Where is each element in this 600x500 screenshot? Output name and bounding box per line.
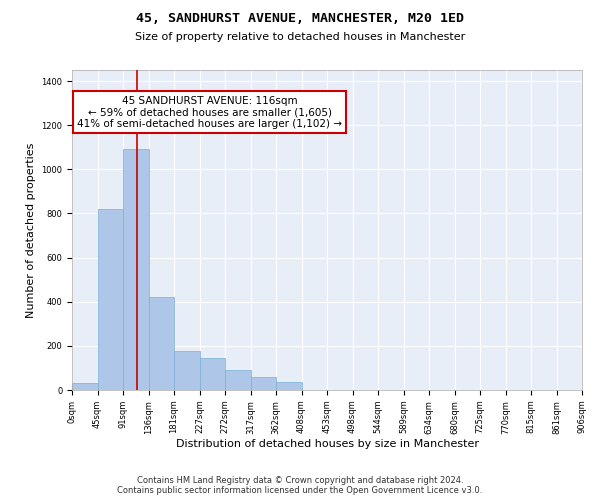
- Bar: [97, 209, 123, 390]
- Bar: [225, 370, 251, 390]
- Y-axis label: Number of detached properties: Number of detached properties: [26, 142, 36, 318]
- Bar: [199, 358, 225, 390]
- Text: Contains HM Land Registry data © Crown copyright and database right 2024.
Contai: Contains HM Land Registry data © Crown c…: [118, 476, 482, 495]
- Bar: [251, 377, 276, 390]
- Bar: [123, 150, 149, 390]
- Text: 45, SANDHURST AVENUE, MANCHESTER, M20 1ED: 45, SANDHURST AVENUE, MANCHESTER, M20 1E…: [136, 12, 464, 26]
- Bar: [72, 384, 97, 390]
- Text: 45 SANDHURST AVENUE: 116sqm
← 59% of detached houses are smaller (1,605)
41% of : 45 SANDHURST AVENUE: 116sqm ← 59% of det…: [77, 96, 342, 129]
- X-axis label: Distribution of detached houses by size in Manchester: Distribution of detached houses by size …: [176, 439, 479, 449]
- Bar: [149, 298, 174, 390]
- Bar: [174, 352, 199, 390]
- Text: Size of property relative to detached houses in Manchester: Size of property relative to detached ho…: [135, 32, 465, 42]
- Bar: [276, 382, 302, 390]
